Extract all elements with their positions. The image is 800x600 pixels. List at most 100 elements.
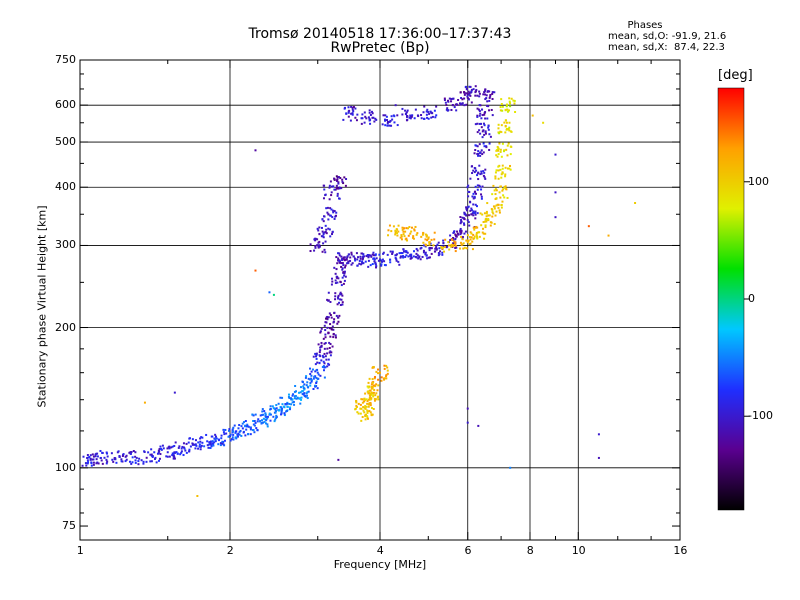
data-point [355,401,358,404]
data-point [363,400,366,403]
data-point [318,351,321,354]
data-point [454,244,457,247]
data-point [505,148,508,151]
data-point [437,254,440,257]
data-point [457,98,460,101]
data-point [497,165,500,168]
data-point [150,454,153,457]
x-tick-label: 16 [673,544,688,557]
data-point [387,234,390,237]
data-point [391,251,394,254]
data-point [316,387,319,390]
data-point [234,431,237,434]
data-point [507,127,510,130]
data-point [315,382,318,385]
data-point [336,262,339,265]
data-point [335,211,338,214]
data-point [318,354,321,357]
data-point [474,85,477,88]
data-point [259,414,262,417]
data-point [497,147,500,150]
data-point [358,259,361,262]
data-point [312,388,315,391]
data-point [337,320,340,323]
data-point [476,131,479,134]
data-point [90,462,93,465]
data-point [427,236,430,239]
data-point [354,259,357,262]
data-point [301,390,304,393]
data-point [347,260,350,263]
data-point [448,248,451,251]
data-point [172,454,175,457]
data-point [317,373,320,376]
data-point [487,219,490,222]
data-point [341,257,344,260]
data-point [424,253,427,256]
data-point [375,392,378,395]
data-point [495,204,498,207]
data-point [274,418,277,421]
data-point [372,394,375,397]
data-point [473,235,476,238]
data-point [487,128,490,131]
data-point [460,103,463,106]
data-point [342,182,345,185]
data-point [476,145,479,148]
data-point [310,379,313,382]
data-point [303,388,306,391]
data-point [476,107,479,110]
data-point [531,114,534,117]
data-point [483,111,486,114]
data-point [483,176,486,179]
data-point [278,408,281,411]
data-point [367,256,370,259]
data-point [231,436,234,439]
data-point [333,188,336,191]
data-point [464,230,467,233]
data-point [394,229,397,232]
data-point [360,419,363,422]
data-point [236,433,239,436]
x-tick-label: 2 [226,544,234,557]
data-point [350,105,353,108]
data-point [508,121,511,124]
data-point [328,351,331,354]
data-point [426,239,429,242]
data-point [320,341,323,344]
data-point [449,239,452,242]
data-point [252,420,255,423]
data-point [274,410,277,413]
data-point [469,242,472,245]
data-point [469,231,472,234]
data-point [87,461,90,464]
data-point [402,233,405,236]
data-point [232,433,235,436]
data-point [344,106,347,109]
data-point [86,459,89,462]
data-point [335,175,338,178]
data-point [480,188,483,191]
data-point [399,256,402,259]
data-point [401,228,404,231]
data-point [413,229,416,232]
data-point [500,98,503,101]
data-point [456,230,459,233]
data-point [387,229,390,232]
data-point [299,402,302,405]
data-point [485,220,488,223]
data-point [383,364,386,367]
data-point [101,451,104,454]
data-point [459,102,462,105]
data-point [201,436,204,439]
data-point [345,258,348,261]
data-point [400,234,403,237]
data-point [346,255,349,258]
data-point [320,226,323,229]
data-point [384,114,387,117]
data-point [483,91,486,94]
data-point [337,197,340,200]
data-point [381,260,384,263]
data-point [114,457,117,460]
data-point [306,397,309,400]
